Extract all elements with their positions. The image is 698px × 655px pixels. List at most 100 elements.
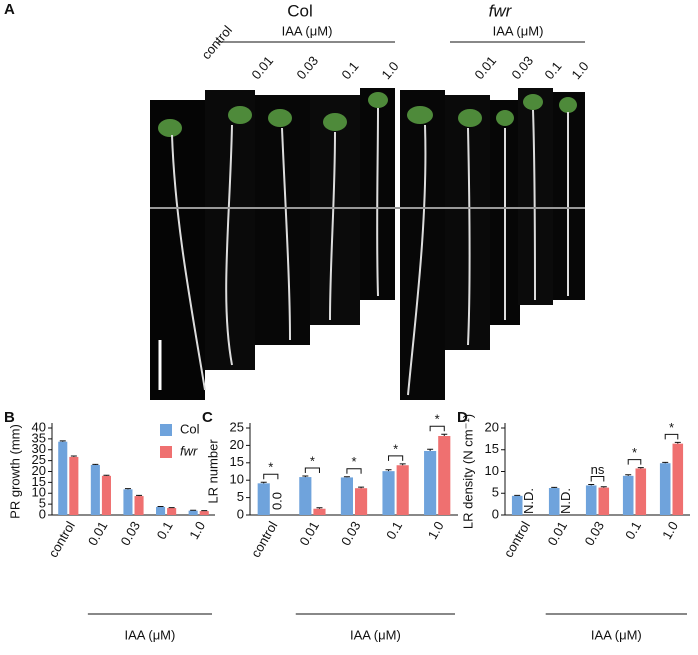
x-tick-label: control xyxy=(45,519,78,560)
panel-label: A xyxy=(4,1,15,18)
error-bar xyxy=(551,486,558,489)
x-tick-label: 0.1 xyxy=(622,519,644,542)
error-bar xyxy=(260,481,267,484)
error-bar xyxy=(136,494,143,497)
x-tick-label: 0.03 xyxy=(581,519,607,548)
value-label: N.D. xyxy=(558,488,573,514)
y-tick-label: 0 xyxy=(492,506,499,521)
x-axis-label: IAA (μM) xyxy=(125,627,176,642)
error-bar xyxy=(600,486,607,488)
x-tick-label: 0.1 xyxy=(383,519,405,542)
y-axis-label: PR growth (mm) xyxy=(7,424,22,519)
significance-bracket xyxy=(346,468,362,474)
y-tick-label: 5 xyxy=(492,485,499,500)
x-tick-label: 0.01 xyxy=(85,519,111,548)
x-tick-label: 1.0 xyxy=(186,519,208,542)
x-axis-label: IAA (μM) xyxy=(350,627,401,642)
y-tick-label: 5 xyxy=(39,496,46,511)
y-tick-label: 20 xyxy=(230,437,244,452)
significance-bracket xyxy=(590,476,605,482)
error-bar xyxy=(343,476,350,478)
bar xyxy=(635,468,647,515)
bar xyxy=(382,471,395,515)
column-label: 0.03 xyxy=(508,53,536,82)
x-tick-label: 1.0 xyxy=(659,519,681,542)
error-bar xyxy=(358,486,365,489)
y-tick-label: 15 xyxy=(32,474,46,489)
error-bar xyxy=(662,461,669,464)
bar xyxy=(438,436,451,515)
bar xyxy=(598,487,610,515)
y-tick-label: 15 xyxy=(485,441,499,456)
x-tick-label: control xyxy=(501,519,534,560)
group-name: fwr xyxy=(489,1,513,20)
legend-label: fwr xyxy=(180,443,198,458)
bar xyxy=(90,464,100,515)
x-tick-label: control xyxy=(248,519,281,560)
significance-label: * xyxy=(351,454,356,469)
bar xyxy=(622,475,634,515)
error-bar xyxy=(637,467,644,469)
bar xyxy=(585,485,597,515)
error-bar xyxy=(427,448,434,451)
legend-swatch xyxy=(160,424,172,436)
legend-swatch xyxy=(160,446,172,458)
y-tick-label: 10 xyxy=(485,463,499,478)
y-tick-label: 0 xyxy=(237,506,244,521)
treatment-label: IAA (μM) xyxy=(493,23,544,38)
significance-bracket xyxy=(263,473,279,480)
significance-label: * xyxy=(393,441,398,456)
column-label: 0.01 xyxy=(248,53,276,82)
panel-label: D xyxy=(457,409,468,426)
column-label: 1.0 xyxy=(568,59,591,82)
y-tick-label: 20 xyxy=(32,463,46,478)
error-bar xyxy=(59,440,66,442)
significance-label: * xyxy=(632,445,637,460)
y-tick-label: 10 xyxy=(230,472,244,487)
error-bar xyxy=(92,463,99,465)
column-label: 0.1 xyxy=(338,59,361,82)
x-tick-label: 0.03 xyxy=(338,519,364,548)
x-tick-label: 0.03 xyxy=(117,519,143,548)
bar xyxy=(199,511,209,515)
error-bar xyxy=(70,455,77,457)
column-label: 0.03 xyxy=(293,53,321,82)
bar xyxy=(355,488,368,515)
error-bar xyxy=(385,469,392,472)
bar xyxy=(396,465,409,515)
seedling-photos xyxy=(150,88,585,400)
error-bar xyxy=(674,441,681,444)
x-tick-label: 1.0 xyxy=(425,519,447,542)
bar xyxy=(167,508,177,515)
y-tick-label: 35 xyxy=(32,430,46,445)
bar xyxy=(58,441,68,515)
significance-bracket xyxy=(429,425,445,432)
error-bar xyxy=(399,463,406,466)
bar xyxy=(659,463,671,515)
bar xyxy=(511,495,523,515)
error-bar xyxy=(625,474,632,476)
value-label: N.D. xyxy=(521,488,536,514)
y-axis-label: LR number xyxy=(205,439,220,504)
x-tick-label: 0.01 xyxy=(296,519,322,548)
x-axis-label: IAA (μM) xyxy=(591,627,642,642)
error-bar xyxy=(103,474,110,476)
significance-bracket xyxy=(304,467,320,474)
value-label: 0.0 xyxy=(269,492,284,510)
bar xyxy=(123,489,133,515)
x-tick-label: 0.01 xyxy=(544,519,570,548)
y-axis-label: LR density (N cm⁻¹) xyxy=(460,414,475,529)
significance-label: * xyxy=(435,412,440,427)
bar xyxy=(299,477,312,515)
significance-label: * xyxy=(310,453,315,468)
error-bar xyxy=(302,475,309,478)
column-label: 0.1 xyxy=(541,59,564,82)
error-bar xyxy=(124,488,131,490)
y-tick-label: 0 xyxy=(39,506,46,521)
significance-label: ns xyxy=(591,462,605,477)
significance-bracket xyxy=(627,459,642,465)
significance-label: * xyxy=(268,460,273,475)
error-bar xyxy=(588,484,595,486)
significance-label: * xyxy=(669,420,674,435)
